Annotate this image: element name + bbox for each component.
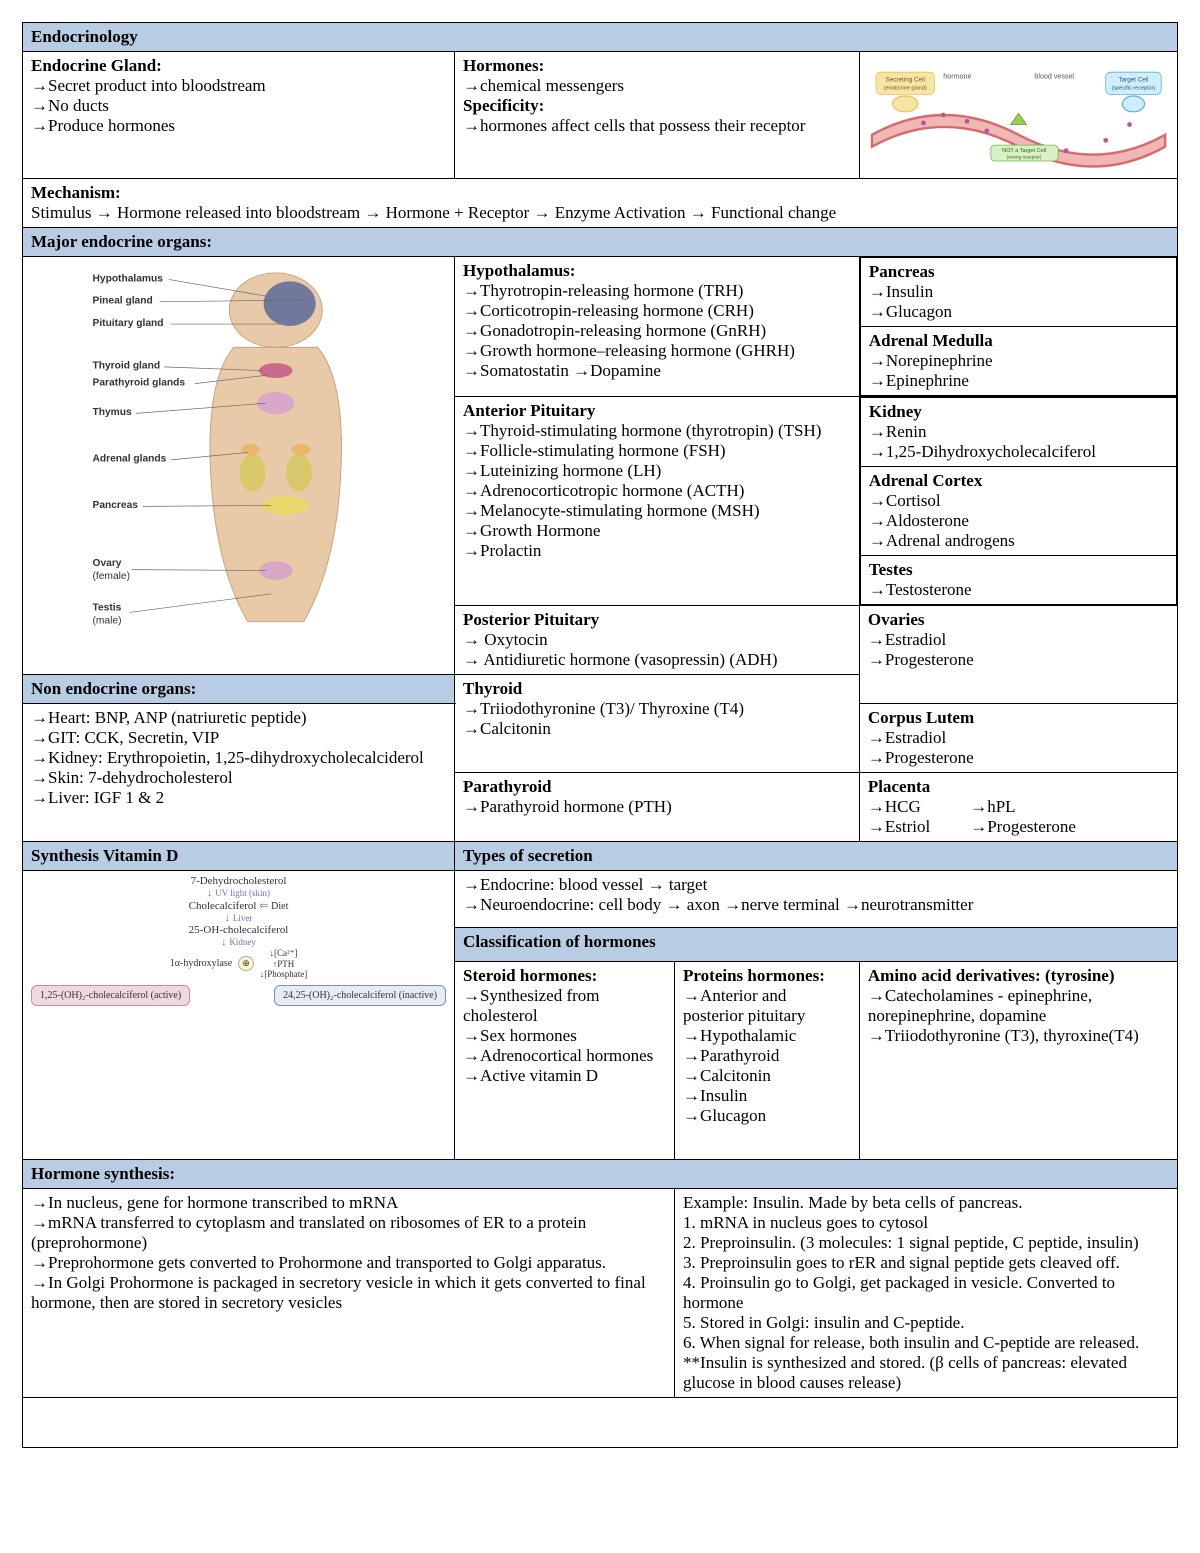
body-diagram-cell: Hypothalamus Pineal gland Pituitary glan… [23,257,455,675]
adrenal-cortex-cell: Adrenal Cortex →Cortisol →Aldosterone →A… [860,467,1176,556]
placenta-cell: Placenta →HCG →Estriol →hPL →Progesteron… [859,773,1177,842]
svg-text:Parathyroid glands: Parathyroid glands [93,377,186,388]
anterior-pituitary-cell: Anterior Pituitary →Thyroid-stimulating … [455,397,860,606]
corpus-lutem-cell: Corpus Lutem →Estradiol →Progesterone [859,704,1177,773]
svg-text:Pineal gland: Pineal gland [93,296,153,307]
secretion-cell: →Endocrine: blood vessel → target →Neuro… [455,871,1178,928]
posterior-pituitary-cell: Posterior Pituitary → Oxytocin → Antidiu… [455,606,860,675]
vitamin-d-flowchart: 7-Dehydrocholesterol ↓ UV light (skin) C… [31,875,446,1155]
svg-text:blood vessel: blood vessel [1034,73,1074,81]
human-body-diagram: Hypothalamus Pineal gland Pituitary glan… [29,259,448,631]
hormones-cell: Hormones: →chemical messengers Specifici… [455,52,860,179]
right-col-2: Kidney →Renin →1,25-Dihydroxycholecalcif… [859,397,1177,606]
mechanism-heading: Mechanism: [31,183,121,202]
svg-text:Thymus: Thymus [93,407,132,418]
svg-text:Hypothalamus: Hypothalamus [93,273,164,284]
vitd-diagram-cell: 7-Dehydrocholesterol ↓ UV light (skin) C… [23,871,455,1160]
amino-cell: Amino acid derivatives: (tyrosine) →Cate… [859,962,1177,1160]
thyroid-cell: Thyroid →Triiodothyronine (T3)/ Thyroxin… [455,675,860,773]
kidney-cell: Kidney →Renin →1,25-Dihydroxycholecalcif… [860,398,1176,467]
synth-header: Hormone synthesis: [23,1160,1178,1189]
svg-text:Adrenal glands: Adrenal glands [93,454,167,465]
hypothalamus-cell: Hypothalamus: →Thyrotropin-releasing hor… [455,257,860,397]
testes-cell: Testes →Testosterone [860,556,1176,605]
blank-footer [23,1398,1178,1448]
mechanism-cell: Mechanism: Stimulus → Hormone released i… [23,179,1178,228]
specificity-heading: Specificity: [463,96,544,115]
svg-text:Secreting Cell: Secreting Cell [885,77,924,84]
gland-heading: Endocrine Gland: [31,56,162,75]
svg-text:Target Cell: Target Cell [1118,77,1148,84]
parathyroid-cell: Parathyroid →Parathyroid hormone (PTH) [455,773,860,842]
non-endocrine-cell: →Heart: BNP, ANP (natriuretic peptide) →… [23,704,455,842]
svg-text:Testis: Testis [93,603,122,614]
mechanism-text: Stimulus → Hormone released into bloodst… [31,203,836,222]
right-col-1: Pancreas →Insulin →Glucagon Adrenal Medu… [859,257,1177,397]
svg-text:Ovary: Ovary [93,558,122,569]
major-organs-header: Major endocrine organs: [23,228,1178,257]
svg-text:(endocrine gland): (endocrine gland) [884,86,927,92]
classification-header: Classification of hormones [455,928,1178,962]
vitd-header: Synthesis Vitamin D [23,842,455,871]
secretion-header: Types of secretion [455,842,1178,871]
adrenal-medulla-cell: Adrenal Medulla →Norepinephrine →Epineph… [860,327,1176,396]
svg-text:(specific receptor): (specific receptor) [1111,86,1155,92]
synth-left-cell: →In nucleus, gene for hormone transcribe… [23,1189,675,1398]
synth-right-cell: Example: Insulin. Made by beta cells of … [675,1189,1178,1398]
svg-text:(wrong receptor): (wrong receptor) [1007,155,1042,161]
ovaries-cell: Ovaries →Estradiol →Progesterone [859,606,1177,704]
svg-text:Pancreas: Pancreas [93,500,139,511]
hormones-heading: Hormones: [463,56,544,75]
protein-hormones-cell: Proteins hormones: →Anterior and posteri… [675,962,860,1160]
pancreas-cell: Pancreas →Insulin →Glucagon [860,258,1176,327]
title-header: Endocrinology [23,23,1178,52]
steroid-cell: Steroid hormones: →Synthesized from chol… [455,962,675,1160]
endocrine-gland-cell: Endocrine Gland: →Secret product into bl… [23,52,455,179]
blood-vessel-diagram: hormone blood vessel Secreting Cell (end… [868,56,1169,174]
svg-text:(male): (male) [93,616,122,627]
endocrinology-sheet: Endocrinology Endocrine Gland: →Secret p… [22,22,1178,1448]
svg-text:hormone: hormone [943,73,971,81]
non-endocrine-header: Non endocrine organs: [23,675,455,704]
svg-text:NOT a Target Cell: NOT a Target Cell [1002,148,1046,154]
svg-text:Pituitary gland: Pituitary gland [93,318,164,329]
hormone-diagram-cell: hormone blood vessel Secreting Cell (end… [859,52,1177,179]
svg-text:(female): (female) [93,571,130,582]
svg-text:Thyroid gland: Thyroid gland [93,361,161,372]
